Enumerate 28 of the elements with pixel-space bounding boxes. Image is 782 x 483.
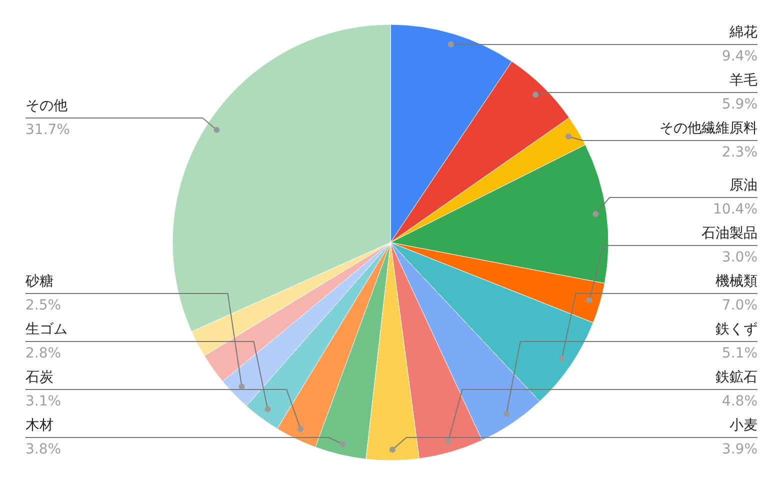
data-label: 5.1%	[722, 346, 758, 362]
data-label: 3.8%	[26, 442, 62, 458]
slice-label: 木材	[26, 418, 54, 434]
slice-label: 鉄鉱石	[716, 370, 758, 386]
data-label: 9.4%	[722, 48, 758, 64]
slice-label: 羊毛	[730, 72, 758, 88]
data-label: 3.9%	[722, 442, 758, 458]
slice-label: 小麦	[730, 418, 758, 434]
slice-label: 綿花	[728, 24, 758, 40]
slice-label: その他	[26, 98, 68, 114]
slice-label: 砂糖	[24, 274, 54, 290]
data-label: 10.4%	[713, 202, 758, 218]
data-label: 7.0%	[722, 298, 758, 314]
data-label: 3.0%	[722, 250, 758, 266]
data-label: 2.5%	[26, 298, 62, 314]
data-label: 31.7%	[26, 122, 70, 138]
slice-label: 石炭	[26, 370, 54, 386]
slice-label: その他繊維原料	[660, 120, 758, 136]
slice-label: 鉄くず	[716, 322, 758, 338]
data-label: 4.8%	[722, 394, 758, 410]
data-label: 2.8%	[26, 346, 62, 362]
data-label: 5.9%	[722, 96, 758, 112]
data-label: 3.1%	[26, 394, 62, 410]
slice-label: 原油	[730, 178, 758, 194]
slice-label: 石油製品	[702, 226, 758, 242]
slice-label: 機械類	[716, 274, 758, 290]
data-label: 2.3%	[722, 144, 758, 160]
slice-label: 生ゴム	[26, 322, 68, 338]
